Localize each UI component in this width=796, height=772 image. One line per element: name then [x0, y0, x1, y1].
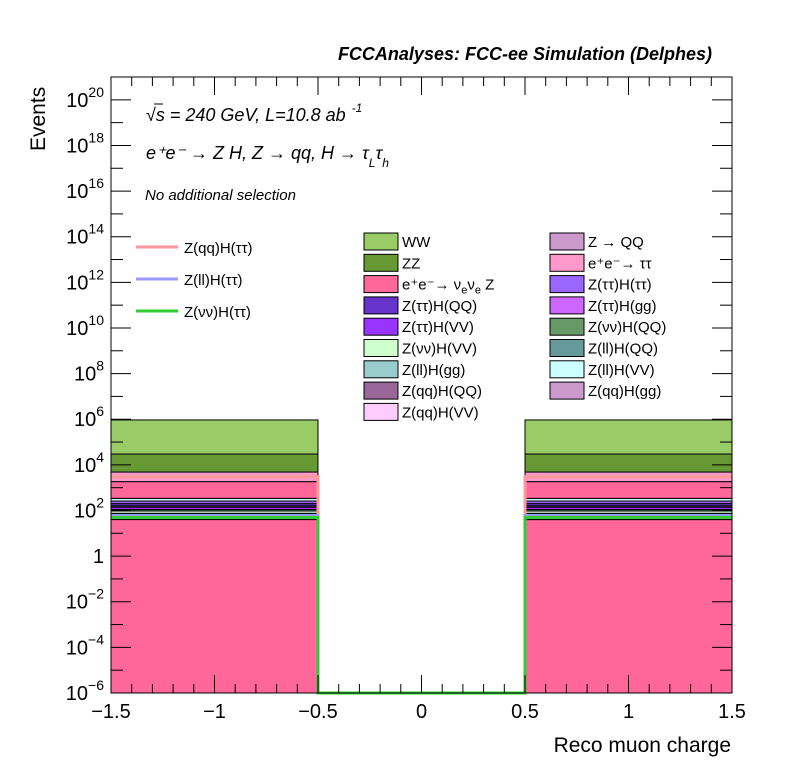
legend-col1-label-4: Z(ττ)H(VV): [402, 319, 474, 336]
y-tick-label-6: 106: [74, 403, 104, 431]
legend-col1-label-0: WW: [402, 234, 431, 251]
bar-bin0-comp0: [110, 519, 319, 694]
legend-col1-swatch-6: [363, 360, 399, 379]
y-tick-label-4: 102: [74, 494, 104, 522]
legend-col1-swatch-5: [363, 339, 399, 357]
header-title: FCCAnalyses: FCC-ee Simulation (Delphes): [338, 44, 712, 64]
x-tick-label-5: 1: [623, 701, 634, 723]
energy-sup: -1: [352, 101, 363, 115]
process-sub-h: h: [382, 156, 389, 170]
legend-line-label-0: Z(qq)H(ττ): [184, 240, 253, 257]
legend-col2-swatch-6: [549, 360, 585, 379]
legend-col2-swatch-5: [549, 339, 585, 357]
legend-col2-swatch-2: [549, 275, 585, 294]
legend-col1-label-1: ZZ: [402, 255, 420, 272]
bar-bin0-comp16: [110, 419, 319, 455]
y-tick-label-2: 10−2: [66, 586, 104, 614]
legend-col2-swatch-1: [549, 253, 585, 272]
y-axis-label: Events: [27, 87, 50, 151]
y-tick-label-10: 1014: [66, 221, 104, 249]
legend-col1-label-6: Z(ll)H(gg): [402, 362, 465, 379]
legend-col1-swatch-7: [363, 381, 399, 400]
legend-col1-swatch-2: [363, 275, 399, 294]
process-text: e⁺e⁻ → Z H, Z → qq, H → τ: [146, 143, 370, 163]
legend-col1-label-3: Z(ττ)H(QQ): [402, 298, 477, 315]
y-tick-label-7: 108: [74, 358, 104, 386]
legend-col2-label-4: Z(νν)H(QQ): [588, 319, 666, 336]
x-tick-label-4: 0.5: [511, 701, 539, 723]
y-tick-label-5: 104: [74, 449, 104, 477]
legend-col2-swatch-7: [549, 381, 585, 400]
y-tick-label-0: 10−6: [66, 677, 104, 705]
process-label: e⁺e⁻ → Z H, Z → qq, H → τLτh: [146, 143, 389, 170]
legend-col1-swatch-8: [363, 402, 399, 421]
y-tick-label-3: 1: [93, 546, 104, 568]
y-tick-label-8: 1010: [66, 312, 104, 340]
y-tick-label-12: 1018: [66, 129, 104, 157]
selection-label: No additional selection: [145, 187, 296, 204]
bar-bin1-comp0: [524, 519, 733, 694]
legend-col1-label-8: Z(qq)H(VV): [402, 404, 479, 421]
legend-col2-swatch-3: [549, 296, 585, 315]
x-axis-ticks: −1.5 −1 −0.5 0 0.5 1 1.5: [91, 77, 746, 723]
bar-bin0-comp15: [110, 453, 319, 473]
y-tick-label-11: 1016: [66, 175, 104, 203]
energy-label: √s = 240 GeV, L=10.8 ab -1: [146, 101, 362, 125]
y-axis-ticks: 10−6 10−4 10−2 1 102 104 106 108 1010 1012 1014 101…: [66, 76, 732, 705]
legend-col2-label-2: Z(ττ)H(ττ): [588, 277, 652, 294]
legend-line-label-1: Z(ll)H(ττ): [184, 272, 243, 289]
legend-col1-label-2: e⁺e⁻→ νeνe Z: [402, 277, 494, 297]
legend-col1-label-7: Z(qq)H(QQ): [402, 383, 482, 400]
legend-col2-swatch-4: [549, 317, 585, 336]
legend-col1-swatch-1: [363, 253, 399, 272]
legend-line-label-2: Z(νν)H(ττ): [184, 304, 251, 321]
legend-col2-label-3: Z(ττ)H(gg): [588, 298, 657, 315]
legend-col1-swatch-4: [363, 317, 399, 336]
x-tick-label-0: −1.5: [91, 701, 130, 723]
legend-col2-label-1: e⁺e⁻→ ττ: [588, 255, 652, 272]
legend-col2-swatch-0: [549, 232, 585, 251]
legend-col1-swatch-3: [363, 296, 399, 315]
x-tick-label-1: −1: [203, 701, 226, 723]
y-tick-label-9: 1012: [66, 266, 104, 294]
y-tick-label-13: 1020: [66, 84, 104, 112]
y-tick-label-1: 10−4: [66, 631, 104, 659]
bar-bin1-comp16: [524, 419, 733, 455]
legend: Z(qq)H(ττ) Z(ll)H(ττ) Z(νν)H(ττ) WW ZZ e⁺e⁻→ …: [136, 232, 666, 421]
bar-bin1-comp15: [524, 453, 733, 473]
legend-col1-label-5: Z(νν)H(VV): [402, 341, 477, 358]
process-tau: τ: [375, 143, 383, 163]
legend-col2-label-6: Z(ll)H(VV): [588, 362, 655, 379]
process-sub-l: L: [369, 156, 376, 170]
bar-bin1-comp13: [524, 481, 733, 499]
x-axis-label: Reco muon charge: [554, 734, 731, 757]
legend-col2-label-5: Z(ll)H(QQ): [588, 341, 658, 358]
x-tick-label-6: 1.5: [718, 701, 746, 723]
legend-col2-label-0: Z → QQ: [588, 234, 644, 251]
x-tick-label-2: −0.5: [298, 701, 337, 723]
legend-col1-swatch-0: [363, 232, 399, 251]
bar-bin0-comp13: [110, 481, 319, 499]
legend-col2-label-7: Z(qq)H(gg): [588, 383, 661, 400]
energy-text: √s = 240 GeV, L=10.8 ab: [146, 105, 346, 125]
x-tick-label-3: 0: [416, 701, 427, 723]
